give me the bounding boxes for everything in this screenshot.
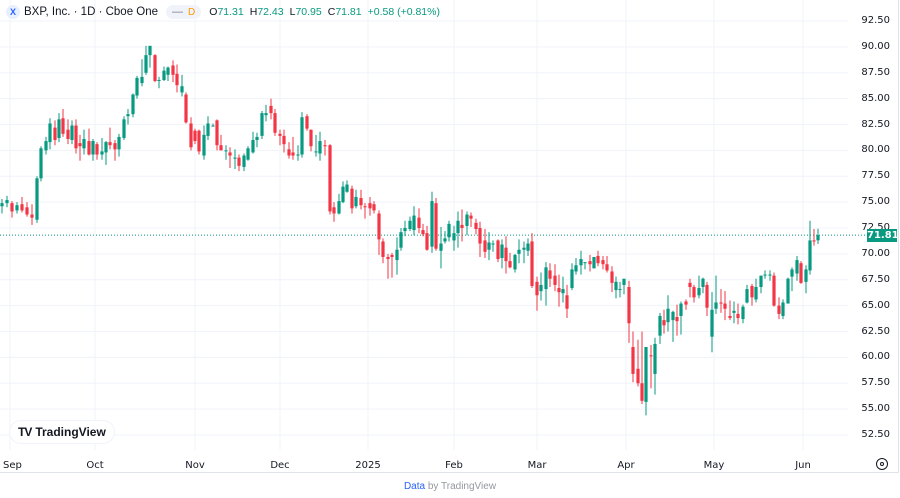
data-link[interactable]: Data [403,481,426,492]
ohlc-values: O71.31 H72.43 L70.95 C71.81 +0.58 (+0.81… [209,6,440,18]
time-tick-label: Mar [527,460,547,471]
close-value: 71.81 [335,6,362,18]
time-tick-label: Jun [795,460,811,471]
price-tick-label: 70.00 [861,247,890,259]
time-tick-label: Apr [617,460,635,471]
price-tick-label: 67.50 [861,273,890,285]
price-tick-label: 92.50 [861,15,890,26]
price-tick-label: 82.50 [861,118,890,130]
price-tick-label: 75.00 [861,196,890,208]
symbol-legend: X BXP, Inc. · 1D · Cboe One — D O71.31 H… [6,5,440,19]
x-logo-icon[interactable]: X [6,5,20,19]
price-tick-label: 72.50 [861,222,890,233]
time-tick-label: Sep [3,460,22,471]
attribution: Data by TradingView [0,481,900,492]
brand-name: TradingView [35,425,106,439]
open-value: 71.31 [217,6,244,18]
price-tick-label: 65.00 [861,299,890,311]
time-tick-label: Oct [86,460,104,471]
attribution-text: by TradingView [425,481,497,492]
price-tick-label: 55.00 [861,403,890,415]
price-tick-label: 85.00 [861,92,890,104]
price-tick-label: 77.50 [861,170,890,182]
time-tick-label: Feb [445,460,463,471]
time-tick-label: Dec [270,460,290,471]
price-tick-label: 90.00 [861,40,890,52]
price-tick-label: 80.00 [861,144,890,156]
price-tick-label: 62.50 [861,325,890,337]
change-value: +0.58 (+0.81%) [367,6,440,18]
dash-icon: — [172,6,184,18]
last-price-tag: 71.81 [867,228,899,242]
price-tick-label: 87.50 [861,66,890,78]
symbol-title[interactable]: BXP, Inc. · 1D · Cboe One [24,6,159,18]
delayed-badge: D [188,6,196,18]
time-tick-label: May [703,460,725,471]
chart-frame[interactable] [0,0,899,473]
tradingview-mark-icon: TV [18,425,32,439]
time-tick-label: 2025 [355,460,381,471]
low-value: 70.95 [295,6,322,18]
price-tick-label: 52.50 [861,429,890,440]
status-pill[interactable]: — D [166,5,202,19]
price-tick-label: 60.00 [861,351,890,363]
high-value: 72.43 [257,6,284,18]
tradingview-logo[interactable]: TV TradingView [10,421,114,443]
settings-gear-icon[interactable] [876,458,888,470]
price-tick-label: 57.50 [861,377,890,389]
time-tick-label: Nov [185,460,205,471]
